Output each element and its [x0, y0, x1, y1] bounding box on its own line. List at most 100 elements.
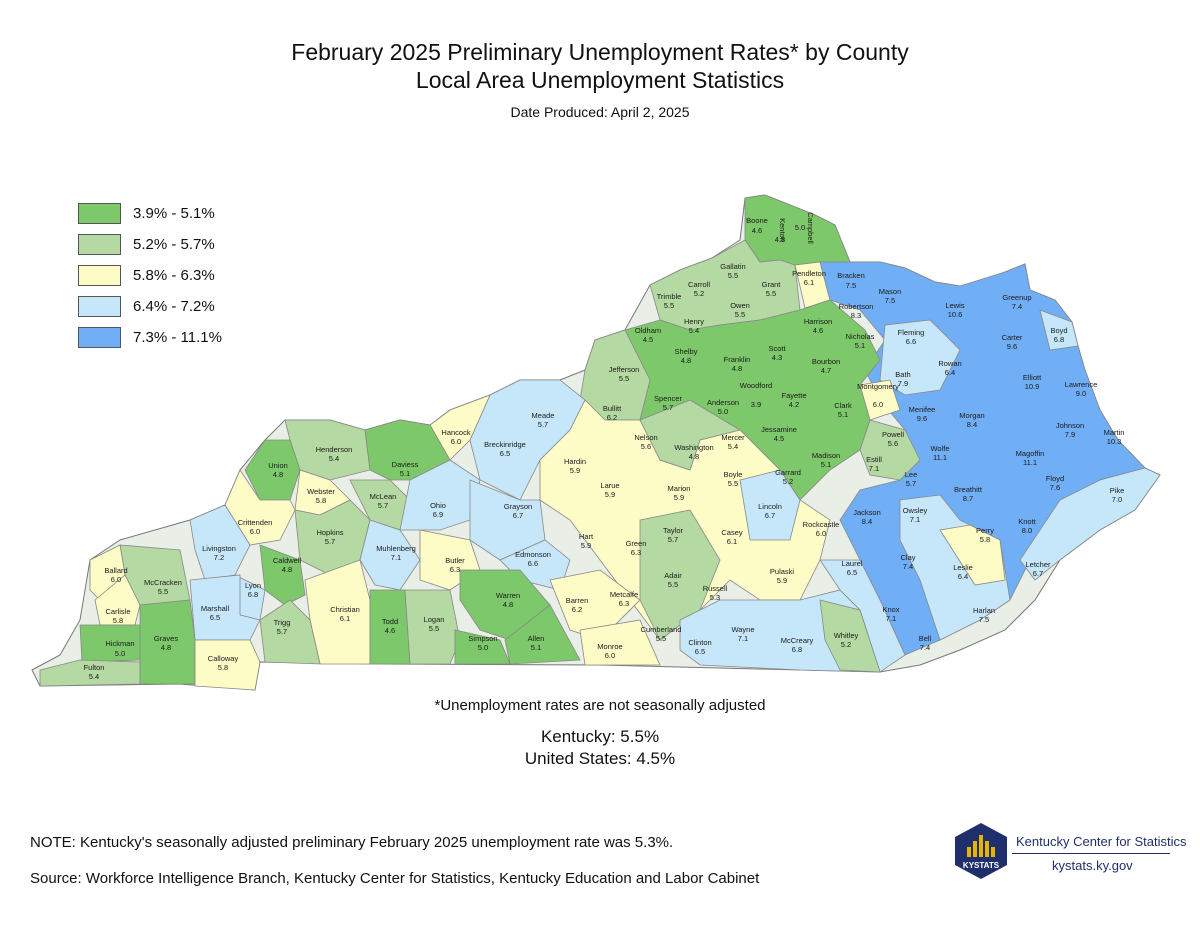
county-name: Trimble	[657, 292, 682, 301]
county-name: Magoffin	[1016, 449, 1045, 458]
county-value: 8.3	[851, 311, 861, 320]
county-name: Webster	[307, 487, 335, 496]
county-value: 4.8	[732, 364, 742, 373]
county-name: Owsley	[903, 506, 928, 515]
county-name: Marshall	[201, 604, 230, 613]
county-value: 10.6	[948, 310, 963, 319]
county-name: Fleming	[898, 328, 925, 337]
county-value: 5.0	[718, 407, 728, 416]
county-name: Robertson	[839, 302, 874, 311]
county-value: 4.8	[775, 235, 785, 244]
county-name: Muhlenberg	[376, 544, 416, 553]
county-name: Fulton	[84, 663, 105, 672]
county-value: 5.5	[735, 310, 745, 319]
county-name: Martin	[1104, 428, 1125, 437]
county-value: 7.1	[738, 634, 748, 643]
county-value: 6.1	[340, 614, 350, 623]
legend-label: 5.8% - 6.3%	[133, 267, 215, 284]
county-name: Caldwell	[273, 556, 302, 565]
county-value: 6.5	[210, 613, 220, 622]
county-name: Union	[268, 461, 288, 470]
logo-url[interactable]: kystats.ky.gov	[1052, 858, 1133, 873]
county-value: 5.3	[710, 593, 720, 602]
county-value: 8.7	[963, 494, 973, 503]
county-name: Clinton	[688, 638, 711, 647]
county-value: 5.1	[400, 469, 410, 478]
county-value: 5.9	[581, 541, 591, 550]
county-value: 6.3	[619, 599, 629, 608]
county-value: 4.6	[752, 226, 762, 235]
county-value: 5.5	[664, 301, 674, 310]
county-value: 6.7	[765, 511, 775, 520]
county-value: 5.5	[766, 289, 776, 298]
county-name: Meade	[532, 411, 555, 420]
county-value: 8.4	[967, 420, 977, 429]
county-name: Knox	[882, 605, 899, 614]
county-shading	[39, 194, 1161, 691]
note-text: NOTE: Kentucky's seasonally adjusted pre…	[30, 834, 674, 851]
legend-swatch	[78, 265, 121, 286]
county-value: 6.7	[1033, 569, 1043, 578]
county-value: 5.1	[855, 341, 865, 350]
county-value: 4.6	[385, 626, 395, 635]
county-name: Cumberland	[641, 625, 682, 634]
county-value: 5.6	[641, 442, 651, 451]
county-value: 5.4	[89, 672, 99, 681]
county-name: Owen	[730, 301, 750, 310]
county-value: 6.0	[451, 437, 461, 446]
county-value: 4.8	[503, 600, 513, 609]
county-name: Oldham	[635, 326, 661, 335]
county-name: Lincoln	[758, 502, 782, 511]
county-value: 5.2	[694, 289, 704, 298]
county-name: Monroe	[597, 642, 622, 651]
county-name: Pike	[1110, 486, 1125, 495]
county-value: 5.9	[605, 490, 615, 499]
county-name: Christian	[330, 605, 360, 614]
county-value: 6.6	[528, 559, 538, 568]
county-name: Nicholas	[846, 332, 875, 341]
county-name: Scott	[768, 344, 786, 353]
county-name: Breckinridge	[484, 440, 526, 449]
county-name: Perry	[976, 526, 994, 535]
county-name: Carlisle	[105, 607, 130, 616]
county-value: 10.3	[1107, 437, 1122, 446]
county-value: 5.9	[777, 576, 787, 585]
county-value: 6.5	[847, 568, 857, 577]
county-name: Lyon	[245, 581, 261, 590]
county-value: 5.8	[316, 496, 326, 505]
county-value: 6.4	[945, 368, 955, 377]
county-value: 5.5	[619, 374, 629, 383]
county-name: Wolfe	[930, 444, 949, 453]
county-value: 5.5	[728, 271, 738, 280]
county-name: Russell	[703, 584, 728, 593]
county-name: Grayson	[504, 502, 532, 511]
county-value: 5.7	[277, 627, 287, 636]
county-name: Livingston	[202, 544, 236, 553]
county-name: Morgan	[959, 411, 984, 420]
county-value: 9.0	[1076, 389, 1086, 398]
county-name: Wayne	[731, 625, 754, 634]
county-name: Laurel	[842, 559, 863, 568]
legend-item: 3.9% - 5.1%	[78, 198, 222, 229]
county-value: 5.1	[531, 643, 541, 652]
county-value: 4.2	[789, 400, 799, 409]
county-name: Woodford	[740, 381, 772, 390]
county-value: 7.1	[886, 614, 896, 623]
legend-label: 6.4% - 7.2%	[133, 298, 215, 315]
legend-label: 7.3% - 11.1%	[133, 329, 222, 346]
county-name: Hardin	[564, 457, 586, 466]
source-text: Source: Workforce Intelligence Branch, K…	[30, 870, 760, 887]
county-value: 7.9	[1065, 430, 1075, 439]
map-subtitle: Local Area Unemployment Statistics	[415, 67, 785, 93]
county-value: 5.9	[674, 493, 684, 502]
date-produced: Date Produced: April 2, 2025	[510, 104, 690, 120]
county-name: Larue	[600, 481, 619, 490]
county-value: 5.4	[329, 454, 339, 463]
logo-title: Kentucky Center for Statistics	[1016, 834, 1187, 849]
county-name: Todd	[382, 617, 398, 626]
county-value: 5.2	[841, 640, 851, 649]
county-value: 6.8	[1054, 335, 1064, 344]
county-name: Powell	[882, 430, 904, 439]
county-name: Lee	[905, 470, 918, 479]
